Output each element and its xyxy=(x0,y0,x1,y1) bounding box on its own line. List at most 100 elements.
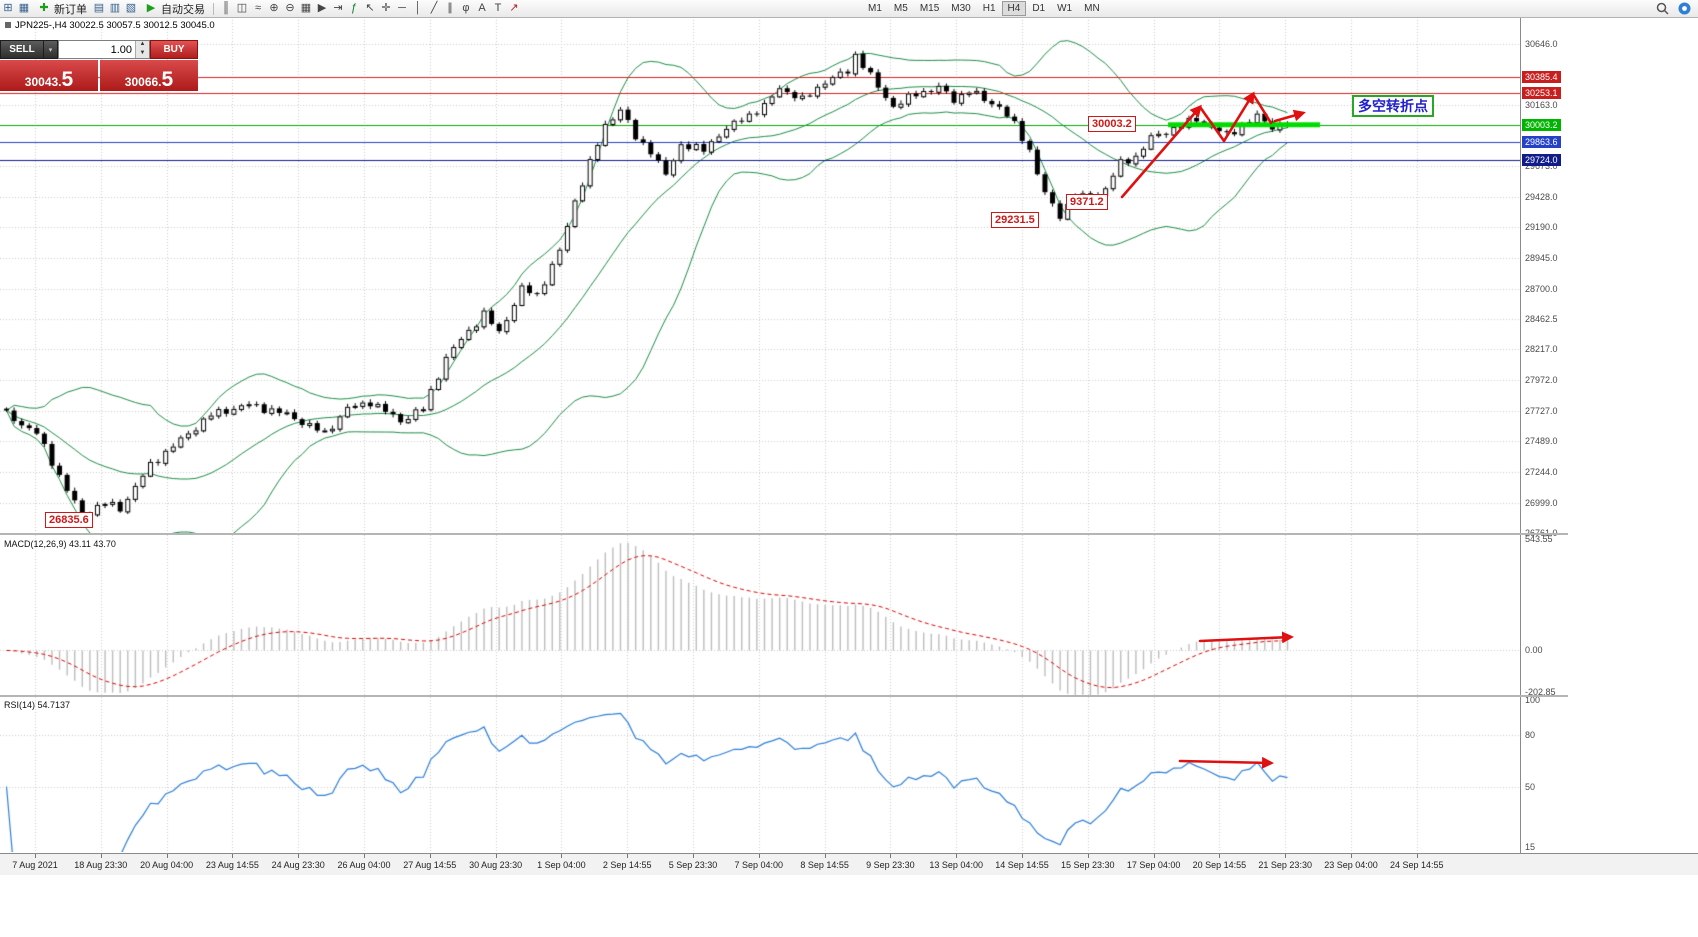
market-watch-icon[interactable]: ▥ xyxy=(109,2,121,14)
time-tick xyxy=(561,854,562,858)
time-axis-label: 15 Sep 23:30 xyxy=(1061,860,1115,870)
search-icon[interactable] xyxy=(1654,1,1670,16)
terminal-icon[interactable]: ▧ xyxy=(125,2,137,14)
rsi-panel-canvas[interactable] xyxy=(0,697,1520,852)
time-tick xyxy=(1351,854,1352,858)
community-icon[interactable] xyxy=(1676,1,1692,16)
macd-panel-divider[interactable] xyxy=(0,533,1568,535)
toolbar-window-icons: ▤ ▥ ▧ xyxy=(91,0,139,17)
rsi-axis-label: 100 xyxy=(1525,695,1541,706)
time-tick xyxy=(693,854,694,858)
macd-axis-label: 543.55 xyxy=(1525,534,1553,545)
tile-windows-icon[interactable]: ▦ xyxy=(300,2,312,14)
buy-button[interactable]: BUY xyxy=(150,40,198,59)
sell-price-pips: 5 xyxy=(61,68,74,91)
order-type-dropdown-icon[interactable]: ▾ xyxy=(44,40,58,59)
price-axis-label: 29190.0 xyxy=(1525,222,1558,233)
price-axis-label: 28945.0 xyxy=(1525,252,1558,263)
line-chart-icon[interactable]: ≈ xyxy=(254,2,262,14)
crosshair-icon[interactable]: ✛ xyxy=(381,2,391,14)
timeframe-M15[interactable]: M15 xyxy=(919,3,940,14)
time-axis-label: 17 Sep 04:00 xyxy=(1126,860,1181,870)
horizontal-line-icon[interactable]: ─ xyxy=(398,2,406,14)
plus-icon: ✚ xyxy=(39,2,49,14)
macd-panel-canvas[interactable] xyxy=(0,535,1520,695)
zoom-out-icon[interactable]: ⊖ xyxy=(285,2,295,14)
time-tick xyxy=(430,854,431,858)
buy-price-pips: 5 xyxy=(161,68,174,91)
time-tick xyxy=(364,854,365,858)
toolbar-left-group: ⊞ ▦ ✚ 新订单 ▤ ▥ ▧ ▶ 自动交易 ║ ◫ ≈ ⊕ ⊖ ▦ ▶ ⇥ ƒ ↖ ✛ ─ │ ╱ ∥ φ A T ↗ xyxy=(0,0,522,17)
timeframe-D1[interactable]: D1 xyxy=(1032,3,1046,14)
auto-scroll-icon[interactable]: ▶ xyxy=(317,2,327,14)
timeframe-MN[interactable]: MN xyxy=(1084,3,1100,14)
time-tick xyxy=(35,854,36,858)
time-tick xyxy=(1417,854,1418,858)
profiles-icon[interactable]: ▦ xyxy=(18,2,30,14)
fibonacci-icon[interactable]: φ xyxy=(462,2,470,14)
macd-axis-label: -202.85 xyxy=(1525,686,1556,697)
sell-price-display[interactable]: 30043. 5 xyxy=(0,60,98,91)
channel-icon[interactable]: ∥ xyxy=(447,2,453,14)
price-axis-tag: 29724.0 xyxy=(1522,153,1561,166)
price-axis-label: 26999.0 xyxy=(1525,497,1558,508)
buy-price-display[interactable]: 30066. 5 xyxy=(100,60,198,91)
time-tick xyxy=(890,854,891,858)
price-axis-label: 27972.0 xyxy=(1525,375,1558,386)
price-axis-label: 29673.0 xyxy=(1525,161,1558,172)
time-tick xyxy=(101,854,102,858)
time-tick xyxy=(1219,854,1220,858)
price-axis-label: 30163.0 xyxy=(1525,99,1558,110)
label-icon[interactable]: T xyxy=(494,2,502,14)
price-axis-tag: 30385.4 xyxy=(1522,70,1561,83)
candlestick-chart-icon[interactable]: ◫ xyxy=(236,2,248,14)
chart-window-icon xyxy=(5,22,11,28)
time-axis-label: 20 Aug 04:00 xyxy=(140,860,194,870)
trendline-icon[interactable]: ╱ xyxy=(430,2,438,14)
text-icon[interactable]: A xyxy=(478,2,486,14)
new-order-button[interactable]: ✚ 新订单 xyxy=(32,1,91,16)
zoom-in-icon[interactable]: ⊕ xyxy=(269,2,279,14)
toolbar-separator xyxy=(213,2,214,15)
autotrade-button[interactable]: ▶ 自动交易 xyxy=(139,1,209,16)
time-tick xyxy=(956,854,957,858)
time-axis-label: 1 Sep 04:00 xyxy=(537,860,586,870)
price-flag: 29231.5 xyxy=(991,212,1039,228)
time-axis[interactable]: 7 Aug 2021 18 Aug 23:30 20 Aug 04:00 23 Aug… xyxy=(0,853,1698,875)
volume-down-icon[interactable]: ▼ xyxy=(136,49,149,58)
timeframe-M1[interactable]: M1 xyxy=(868,3,882,14)
arrows-icon[interactable]: ↗ xyxy=(509,2,519,14)
sell-button[interactable]: SELL xyxy=(0,40,44,59)
time-tick xyxy=(1088,854,1089,858)
timeframe-M5[interactable]: M5 xyxy=(893,3,908,14)
volume-input[interactable] xyxy=(59,41,135,58)
time-axis-label: 30 Aug 23:30 xyxy=(469,860,523,870)
volume-up-icon[interactable]: ▲ xyxy=(136,41,149,50)
new-chart-icon[interactable]: ⊞ xyxy=(3,2,13,14)
buy-price-main: 30066. xyxy=(124,75,162,89)
time-axis-label: 14 Sep 14:55 xyxy=(995,860,1049,870)
price-chart-canvas[interactable] xyxy=(0,17,1520,533)
timeframe-W1[interactable]: W1 xyxy=(1057,3,1073,14)
time-axis-label: 13 Sep 04:00 xyxy=(929,860,983,870)
rsi-panel-divider[interactable] xyxy=(0,695,1568,697)
price-axis-label: 30646.0 xyxy=(1525,38,1558,49)
price-axis-label: 29428.0 xyxy=(1525,192,1558,203)
timeframe-H4[interactable]: H4 xyxy=(1001,1,1027,16)
bar-chart-icon[interactable]: ║ xyxy=(222,2,230,14)
toolbar: ⊞ ▦ ✚ 新订单 ▤ ▥ ▧ ▶ 自动交易 ║ ◫ ≈ ⊕ ⊖ ▦ ▶ ⇥ ƒ ↖ ✛ ─ │ ╱ ∥ φ A T ↗ … xyxy=(0,0,1698,18)
vertical-line-icon[interactable]: │ xyxy=(414,2,422,14)
time-axis-label: 2 Sep 14:55 xyxy=(602,860,652,870)
price-axis-label: 28217.0 xyxy=(1525,344,1558,355)
price-axis[interactable]: 30646.0 30163.0 29673.0 29428.0 29190.0 28945… xyxy=(1520,17,1583,873)
indicators-icon[interactable]: ƒ xyxy=(350,2,358,14)
autotrade-label: 自动交易 xyxy=(161,3,205,16)
time-tick xyxy=(167,854,168,858)
timeframe-H1[interactable]: H1 xyxy=(982,3,996,14)
timeframe-M30[interactable]: M30 xyxy=(951,3,971,14)
chart-shift-icon[interactable]: ⇥ xyxy=(333,2,343,14)
data-window-icon[interactable]: ▤ xyxy=(93,2,105,14)
new-order-label: 新订单 xyxy=(54,3,87,16)
cursor-icon[interactable]: ↖ xyxy=(365,2,375,14)
chart-header-text: JPN225-,H4 30022.5 30057.5 30012.5 30045… xyxy=(15,20,215,31)
